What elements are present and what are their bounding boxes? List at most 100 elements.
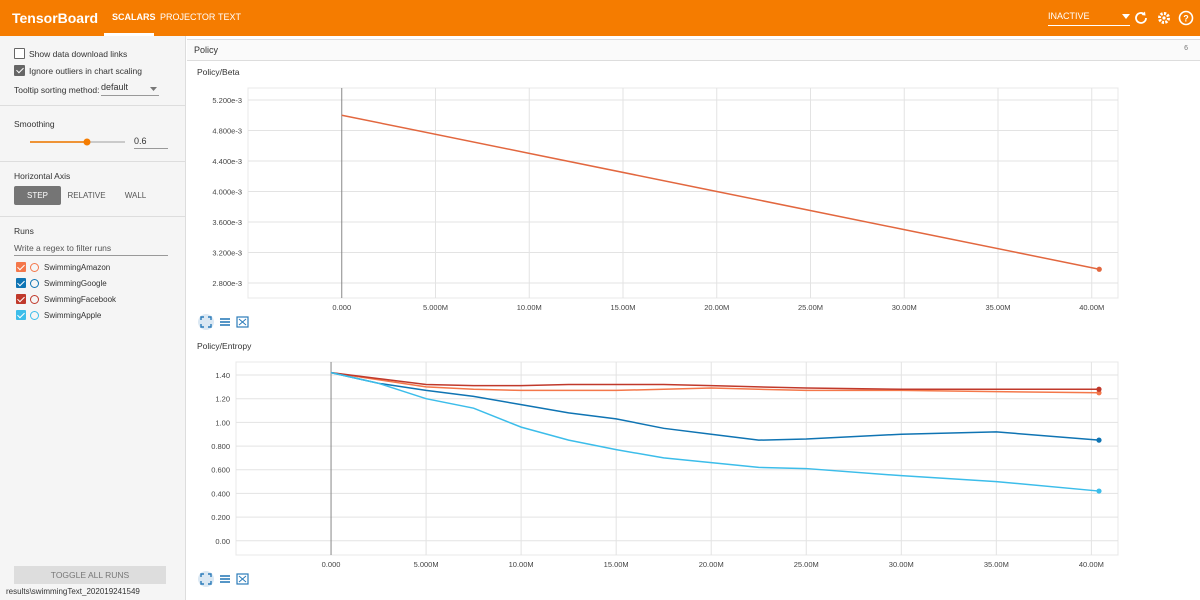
run-color-circle [30,295,39,304]
section-title: Policy [194,45,219,55]
run-name: SwimmingApple [44,311,102,320]
fit-domain-icon[interactable] [236,573,249,585]
checkmark [17,310,25,318]
x-tick-label: 35.00M [984,560,1009,569]
run-filter[interactable]: Write a regex to filter runs [14,243,168,256]
series-endpoint [1096,488,1102,494]
option-label: Ignore outliers in chart scaling [29,66,142,76]
chart-title: Policy/Beta [197,67,240,77]
x-tick-label: 40.00M [1079,560,1104,569]
runs-label: Runs [14,226,34,236]
axis-button[interactable]: STEP [14,186,61,205]
checkmark [15,65,24,74]
y-tick-label: 5.200e-3 [212,96,242,105]
option-label: Show data download links [29,49,128,59]
plot-area [247,87,1119,299]
run-checkbox[interactable] [16,294,26,304]
smoothing-label: Smoothing [14,119,55,129]
y-tick-label: 1.00 [215,418,230,427]
tab-indicator [104,33,154,36]
smoothing-value: 0.6 [134,136,147,146]
axis-button-text: RELATIVE [67,191,106,200]
x-tick-label: 15.00M [610,303,635,312]
tab[interactable]: PROJECTOR [160,12,216,22]
help-mark: ? [1183,14,1189,24]
main: Policy 6 Policy/Beta 2.800e-3 3.200e-3 3.60… [187,36,1200,600]
charts: Policy/Beta 2.800e-3 3.200e-3 3.600e-3 4.000… [197,67,1119,587]
fit-domain-icon[interactable] [236,316,249,328]
x-tick-label: 5.000M [423,303,448,312]
series-line [330,371,1099,390]
fullscreen-icon[interactable] [200,573,212,585]
run-color-circle [30,279,39,288]
section-count: 6 [1184,45,1188,52]
series-line [330,371,1099,394]
help-icon[interactable] [1178,10,1194,26]
x-tick-label: 30.00M [892,303,917,312]
refresh-icon[interactable] [1135,12,1147,24]
axis-button[interactable]: RELATIVE [63,186,110,205]
tab[interactable]: SCALARS [112,12,156,22]
tooltip-value: default [101,82,129,92]
smoothing-slider[interactable] [28,136,128,148]
x-tick-label: 10.00M [509,560,534,569]
fullscreen-icon[interactable] [200,316,212,328]
tooltip-select[interactable]: default [101,82,159,96]
run-color-circle [30,311,39,320]
series-endpoint [1096,390,1102,396]
y-tick-label: 0.600 [211,466,230,475]
y-tick-label: 0.00 [215,537,230,546]
run-color-circle [30,263,39,272]
fit-domain-arrows [238,575,247,583]
series-line [330,371,1100,492]
icon-highlight [198,314,214,330]
section-header[interactable]: Policy 6 [187,39,1200,61]
axis-label: Horizontal Axis [14,171,71,181]
y-tick-label: 4.400e-3 [212,157,242,166]
checkbox[interactable] [14,48,25,59]
x-tick-label: 10.00M [517,303,542,312]
plot-area [235,361,1119,556]
y-tick-label: 3.200e-3 [212,248,242,257]
smoothing-input[interactable]: 0.6 [134,136,168,149]
run-checkbox[interactable] [16,278,26,288]
header-icons: ? [1135,10,1194,26]
axis-button-text: STEP [27,191,48,200]
x-tick-label: 40.00M [1079,303,1104,312]
axis-button[interactable]: WALL [112,186,159,205]
y-tick-label: 2.800e-3 [212,279,242,288]
x-tick-label: 25.00M [794,560,819,569]
checkbox[interactable] [14,65,25,76]
y-tick-label: 0.800 [211,442,230,451]
status-text: INACTIVE [1048,11,1090,21]
series-endpoint [1096,437,1102,443]
toggle-all-runs[interactable]: TOGGLE ALL RUNS [14,566,166,584]
y-tick-label: 0.200 [211,513,230,522]
x-tick-label: 15.00M [604,560,629,569]
axis-button-text: WALL [124,191,147,200]
toggle-text: TOGGLE ALL RUNS [50,570,130,580]
divider [0,105,185,106]
y-tick-label: 0.400 [211,489,230,498]
series-line [341,114,1100,270]
run-checkbox[interactable] [16,262,26,272]
sidebar: Show data download links Ignore outliers … [0,36,186,600]
settings-center [1162,16,1166,20]
dropdown-arrow [1122,14,1130,19]
x-tick-label: 30.00M [889,560,914,569]
y-tick-label: 4.000e-3 [212,187,242,196]
refresh-arrow [1141,11,1146,16]
run-checkbox[interactable] [16,310,26,320]
checkmark [17,294,25,302]
fit-domain-arrows [238,318,247,326]
series-endpoint [1096,266,1102,272]
header: TensorBoard SCALARS PROJECTOR TEXT INACTIV… [0,0,1200,36]
tab[interactable]: TEXT [218,12,242,22]
slider-knob[interactable] [83,138,91,146]
icon-highlight [198,571,214,587]
settings-icon[interactable] [1158,12,1170,24]
status-dropdown[interactable]: INACTIVE [1048,11,1130,26]
y-tick-label: 4.800e-3 [212,126,242,135]
divider [0,216,185,217]
